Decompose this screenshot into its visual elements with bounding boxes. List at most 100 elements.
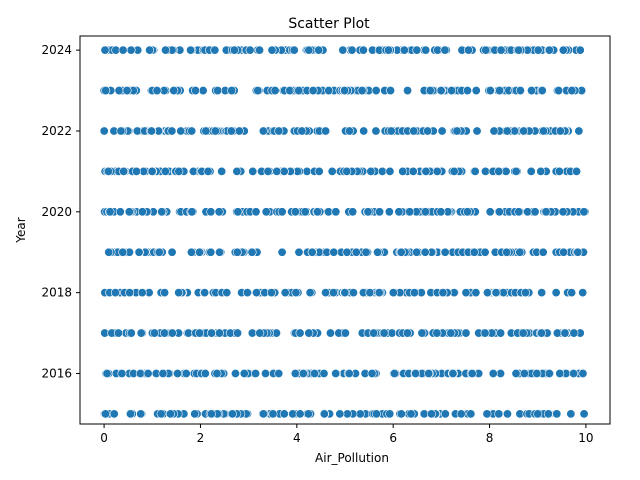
- data-point: [297, 126, 307, 136]
- data-point: [290, 207, 300, 217]
- data-point: [537, 288, 547, 298]
- data-point: [388, 288, 398, 298]
- data-point: [389, 368, 399, 378]
- data-point: [113, 328, 123, 338]
- data-point: [533, 409, 543, 419]
- data-point: [227, 86, 237, 96]
- data-point: [274, 126, 284, 136]
- data-point: [122, 86, 132, 96]
- data-point: [232, 247, 242, 257]
- data-point: [124, 207, 134, 217]
- data-point: [449, 166, 459, 176]
- y-tick-label: 2022: [41, 124, 72, 138]
- data-point: [147, 166, 157, 176]
- x-tick-label: 0: [100, 431, 108, 445]
- data-point: [186, 247, 196, 257]
- data-point: [383, 45, 393, 55]
- data-point: [520, 288, 530, 298]
- data-point: [567, 86, 577, 96]
- data-point: [409, 288, 419, 298]
- data-point: [420, 247, 430, 257]
- data-point: [125, 288, 135, 298]
- data-point: [494, 166, 504, 176]
- data-point: [572, 166, 582, 176]
- data-point: [471, 288, 481, 298]
- data-point: [502, 126, 512, 136]
- data-point: [552, 328, 562, 338]
- data-point: [574, 126, 584, 136]
- data-point: [464, 45, 474, 55]
- data-point: [421, 166, 431, 176]
- data-point: [226, 126, 236, 136]
- data-point: [375, 207, 385, 217]
- data-point: [519, 126, 529, 136]
- data-point: [515, 86, 525, 96]
- data-point: [302, 166, 312, 176]
- data-point: [263, 166, 273, 176]
- data-point: [510, 126, 520, 136]
- data-point: [394, 207, 404, 217]
- data-point: [386, 126, 396, 136]
- data-point: [369, 328, 379, 338]
- data-point: [105, 207, 115, 217]
- data-point: [440, 247, 450, 257]
- y-tick-label: 2018: [41, 286, 72, 300]
- data-point: [331, 207, 341, 217]
- data-point: [424, 368, 434, 378]
- data-point: [169, 86, 179, 96]
- data-point: [371, 409, 381, 419]
- data-point: [533, 45, 543, 55]
- data-point: [136, 409, 146, 419]
- data-point: [363, 207, 373, 217]
- data-point: [134, 247, 144, 257]
- data-point: [212, 368, 222, 378]
- data-point: [173, 368, 183, 378]
- data-point: [519, 368, 529, 378]
- data-point: [569, 368, 579, 378]
- data-point: [385, 166, 395, 176]
- data-point: [371, 126, 381, 136]
- data-point: [307, 247, 317, 257]
- data-point: [569, 328, 579, 338]
- data-point: [291, 288, 301, 298]
- data-point: [174, 166, 184, 176]
- data-point: [367, 368, 377, 378]
- data-point: [290, 368, 300, 378]
- data-point: [537, 86, 547, 96]
- data-point: [308, 86, 318, 96]
- data-point: [319, 409, 329, 419]
- data-point: [489, 126, 499, 136]
- y-axis-label: Year: [14, 217, 28, 243]
- data-point: [340, 86, 350, 96]
- y-tick-label: 2016: [41, 366, 72, 380]
- data-point: [187, 207, 197, 217]
- data-point: [567, 288, 577, 298]
- data-point: [342, 247, 352, 257]
- data-point: [342, 409, 352, 419]
- data-point: [494, 409, 504, 419]
- data-point: [328, 288, 338, 298]
- data-point: [485, 86, 495, 96]
- data-point: [558, 45, 568, 55]
- data-point: [480, 166, 490, 176]
- data-point: [527, 86, 537, 96]
- data-point: [447, 86, 457, 96]
- data-point: [132, 166, 142, 176]
- data-point: [530, 207, 540, 217]
- data-point: [229, 45, 239, 55]
- data-point: [579, 409, 589, 419]
- data-point: [251, 288, 261, 298]
- data-point: [329, 247, 339, 257]
- y-tick-label: 2024: [41, 43, 72, 57]
- data-point: [190, 409, 200, 419]
- data-point: [526, 166, 536, 176]
- data-point: [156, 409, 166, 419]
- data-point: [575, 45, 585, 55]
- data-point: [335, 409, 345, 419]
- data-point: [566, 409, 576, 419]
- data-point: [536, 166, 546, 176]
- data-point: [384, 207, 394, 217]
- data-point: [230, 368, 240, 378]
- data-point: [466, 409, 476, 419]
- data-point: [555, 126, 565, 136]
